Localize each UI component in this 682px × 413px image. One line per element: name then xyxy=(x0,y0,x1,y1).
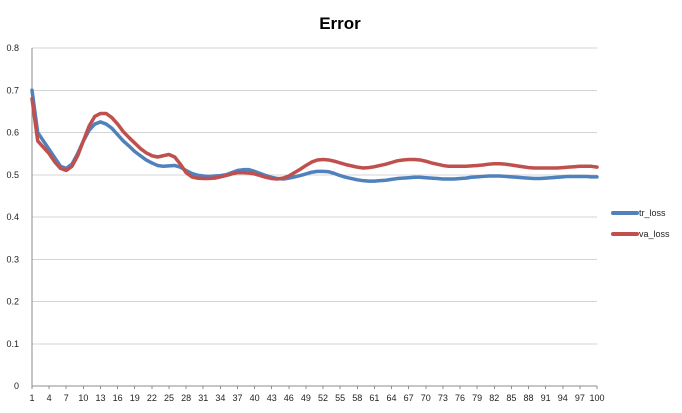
x-tick-label: 85 xyxy=(506,393,516,403)
x-tick-label: 46 xyxy=(284,393,294,403)
x-tick-label: 1 xyxy=(29,393,34,403)
x-tick-label: 34 xyxy=(215,393,225,403)
x-tick-label: 73 xyxy=(438,393,448,403)
x-tick-label: 61 xyxy=(369,393,379,403)
x-tick-label: 88 xyxy=(524,393,534,403)
y-tick-label: 0.7 xyxy=(6,85,19,95)
y-tick-label: 0.5 xyxy=(6,170,19,180)
x-tick-label: 4 xyxy=(47,393,52,403)
series-line-va-loss xyxy=(30,96,599,181)
y-tick-label: 0.2 xyxy=(6,297,19,307)
x-tick-label: 67 xyxy=(404,393,414,403)
x-tick-label: 64 xyxy=(387,393,397,403)
legend-label: va_loss xyxy=(639,229,670,239)
series-lines xyxy=(30,88,599,183)
x-tick-label: 22 xyxy=(147,393,157,403)
x-tick-label: 70 xyxy=(421,393,431,403)
y-tick-label: 0.8 xyxy=(6,43,19,53)
x-tick-label: 7 xyxy=(64,393,69,403)
y-tick-label: 0.4 xyxy=(6,212,19,222)
x-tick-label: 16 xyxy=(113,393,123,403)
series-line-tr-loss xyxy=(30,88,599,183)
x-tick-labels: 1 4 7 10 13 16 19 22 25 28 31 34 37 40 43 46 49 52 55 58 61 6… xyxy=(29,393,604,403)
x-tick-label: 52 xyxy=(318,393,328,403)
x-tick-label: 43 xyxy=(267,393,277,403)
axes xyxy=(31,48,598,389)
x-tick-label: 31 xyxy=(198,393,208,403)
legend: tr_loss va_loss xyxy=(611,208,670,239)
y-tick-label: 0.6 xyxy=(6,128,19,138)
y-tick-label: 0.1 xyxy=(6,339,19,349)
x-tick-label: 49 xyxy=(301,393,311,403)
x-tick-label: 79 xyxy=(472,393,482,403)
x-tick-label: 76 xyxy=(455,393,465,403)
x-tick-label: 97 xyxy=(575,393,585,403)
chart-title: Error xyxy=(319,14,361,33)
x-tick-label: 10 xyxy=(78,393,88,403)
x-tick-label: 13 xyxy=(95,393,105,403)
x-tick-label: 40 xyxy=(250,393,260,403)
x-tick-label: 94 xyxy=(558,393,568,403)
x-tick-label: 55 xyxy=(335,393,345,403)
x-tick-label: 19 xyxy=(130,393,140,403)
x-tick-label: 25 xyxy=(164,393,174,403)
x-tick-label: 37 xyxy=(232,393,242,403)
x-tick-label: 100 xyxy=(589,393,604,403)
x-tick-label: 91 xyxy=(541,393,551,403)
legend-label: tr_loss xyxy=(639,208,666,218)
x-tick-label: 58 xyxy=(352,393,362,403)
y-tick-labels: 0 0.1 0.2 0.3 0.4 0.5 0.6 0.7 0.8 xyxy=(6,43,19,391)
x-tick-label: 28 xyxy=(181,393,191,403)
y-tick-label: 0 xyxy=(14,381,19,391)
x-tick-label: 82 xyxy=(489,393,499,403)
y-tick-label: 0.3 xyxy=(6,254,19,264)
